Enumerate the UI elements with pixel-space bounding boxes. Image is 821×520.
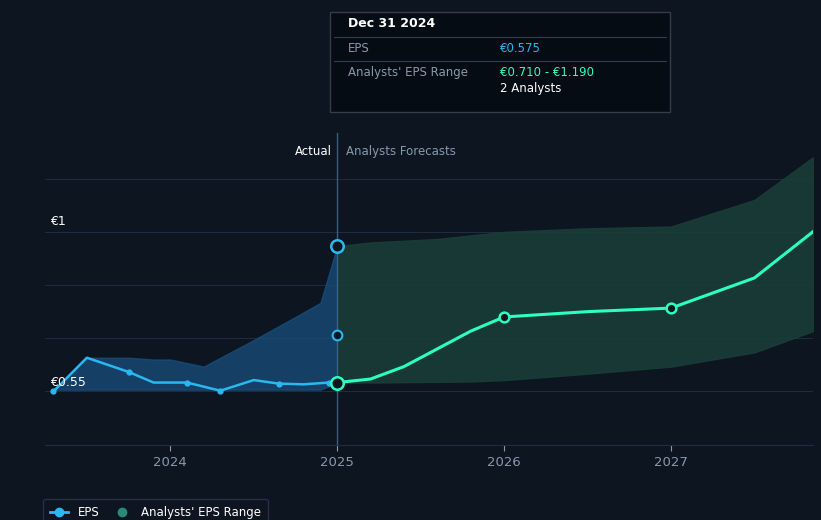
Text: Analysts Forecasts: Analysts Forecasts [346, 145, 456, 158]
Text: €0.575: €0.575 [500, 42, 541, 55]
Text: Dec 31 2024: Dec 31 2024 [348, 17, 435, 30]
Text: €0.710 - €1.190: €0.710 - €1.190 [500, 66, 594, 79]
Text: 2 Analysts: 2 Analysts [500, 82, 562, 95]
Text: Analysts' EPS Range: Analysts' EPS Range [348, 66, 468, 79]
Text: €0.55: €0.55 [50, 375, 86, 388]
Legend: EPS, Analysts' EPS Range: EPS, Analysts' EPS Range [44, 499, 268, 520]
Text: Actual: Actual [296, 145, 333, 158]
Text: €1: €1 [50, 215, 66, 228]
Text: EPS: EPS [348, 42, 369, 55]
